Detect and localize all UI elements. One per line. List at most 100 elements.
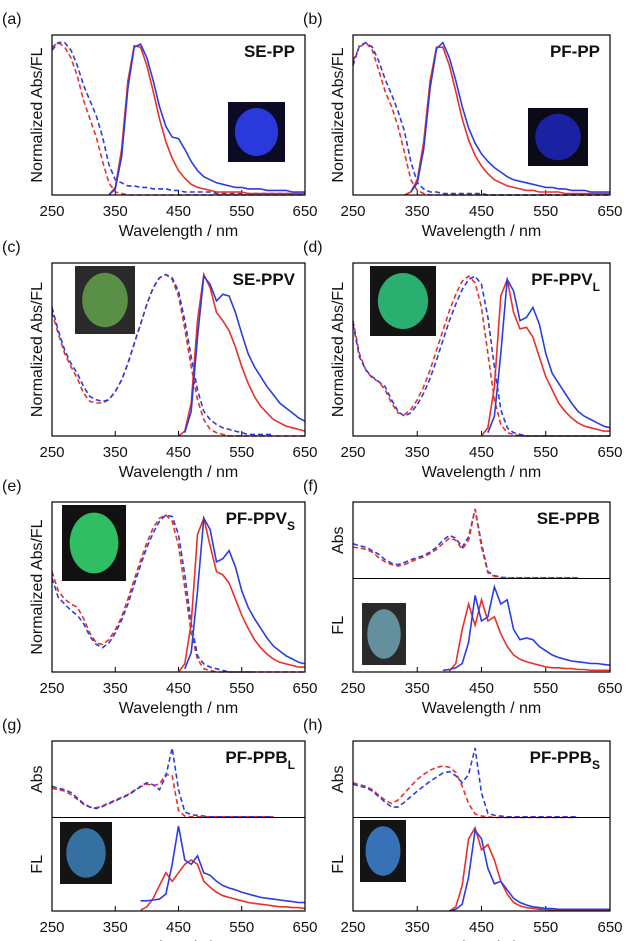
spectrum-line: [480, 276, 610, 437]
x-tick-label: 250: [340, 919, 365, 936]
title-text: SE-PP: [244, 42, 295, 61]
y-axis-label: Abs: [29, 765, 46, 793]
x-tick-label: 250: [340, 444, 365, 461]
panel-title: PF-PPBS: [530, 748, 600, 772]
x-tick-label: 350: [405, 680, 430, 697]
x-axis-label: Wavelength / nm: [119, 700, 238, 717]
panel-label: (g): [2, 717, 22, 734]
spectrum-line: [352, 508, 578, 579]
plot-frame: [352, 501, 611, 673]
x-tick-label: 550: [533, 919, 558, 936]
inset-film: [66, 828, 106, 878]
y-axis-label: FL: [330, 616, 347, 635]
panel-label: (h): [303, 717, 323, 734]
title-subscript: L: [593, 280, 600, 294]
inset-film: [69, 512, 119, 574]
x-axis-label: Wavelength / nm: [422, 939, 541, 941]
x-axis-label: Wavelength / nm: [119, 939, 238, 941]
panel-label: (e): [2, 478, 22, 495]
panel-title: PF-PPVL: [531, 270, 600, 294]
x-tick-label: 550: [229, 680, 254, 697]
x-tick-label: 350: [405, 444, 430, 461]
spectrum-line: [177, 515, 305, 673]
spectrum-line: [108, 43, 305, 196]
spectrum-line: [51, 747, 274, 818]
spectrum-line: [140, 859, 306, 911]
spectrum-line: [140, 825, 305, 904]
spectrum-line: [410, 41, 610, 193]
title-subscript: S: [287, 519, 295, 533]
x-tick-label: 350: [103, 444, 128, 461]
spectrum-line: [442, 584, 611, 672]
inset-film: [367, 609, 401, 659]
panel-title: SE-PPB: [537, 509, 600, 528]
inset-film: [234, 108, 279, 156]
title-text: SE-PPV: [233, 270, 296, 289]
plot-frame: [51, 501, 306, 673]
inset-film: [377, 273, 429, 329]
title-text: PF-PPV: [531, 270, 593, 289]
spectrum-line: [51, 273, 274, 436]
title-subscript: L: [288, 758, 295, 772]
x-tick-label: 250: [39, 919, 64, 936]
title-text: PF-PPB: [225, 748, 287, 767]
spectrum-line: [184, 274, 306, 433]
y-axis-label: Normalized Abs/FL: [330, 47, 347, 182]
spectrum-line: [51, 773, 274, 818]
inset-film: [82, 272, 128, 328]
panel-title: PF-PPVS: [226, 509, 295, 533]
y-axis-label: Abs: [330, 526, 347, 554]
panel-label: (f): [303, 478, 318, 495]
panel-label: (d): [303, 239, 323, 256]
x-tick-label: 350: [405, 203, 430, 220]
x-axis-label: Wavelength / nm: [119, 464, 238, 481]
x-axis-label: Wavelength / nm: [119, 223, 238, 240]
x-tick-label: 450: [166, 919, 191, 936]
x-tick-label: 550: [229, 444, 254, 461]
x-tick-label: 450: [166, 680, 191, 697]
title-subscript: S: [592, 758, 600, 772]
panel: (b) Wavelength / nm 250 350 450 550 650 Normali…: [303, 11, 623, 240]
x-tick-label: 650: [597, 919, 622, 936]
inset-film: [535, 113, 581, 161]
spectrum-line: [487, 276, 611, 433]
x-tick-label: 650: [597, 203, 622, 220]
x-tick-label: 650: [292, 919, 317, 936]
spectrum-line: [184, 515, 306, 670]
x-tick-label: 350: [103, 919, 128, 936]
x-tick-label: 650: [292, 444, 317, 461]
x-tick-label: 250: [39, 680, 64, 697]
x-tick-label: 250: [340, 203, 365, 220]
panel-label: (a): [2, 11, 22, 28]
spectrum-line: [448, 596, 610, 672]
plot-frame: [51, 262, 306, 437]
panel: (c) Wavelength / nm 250 350 450 550 650 Normali…: [2, 239, 318, 481]
title-text: PF-PPV: [226, 509, 288, 528]
x-tick-label: 450: [469, 203, 494, 220]
x-tick-label: 550: [533, 203, 558, 220]
title-text: PF-PP: [550, 42, 600, 61]
inset-film: [365, 826, 401, 876]
plot-frame: [352, 262, 611, 437]
spectrum-line: [352, 765, 578, 819]
x-tick-label: 450: [469, 919, 494, 936]
y-axis-label: Normalized Abs/FL: [29, 47, 46, 182]
x-axis-label: Wavelength / nm: [422, 223, 541, 240]
title-text: SE-PPB: [537, 509, 600, 528]
panel: (a) Wavelength / nm 250 350 450 550 650 Normali…: [2, 11, 318, 240]
x-tick-label: 450: [166, 444, 191, 461]
panel-label: (b): [303, 11, 323, 28]
x-tick-label: 550: [229, 203, 254, 220]
y-axis-label: FL: [29, 855, 46, 874]
x-tick-label: 650: [292, 680, 317, 697]
x-tick-label: 250: [39, 203, 64, 220]
x-tick-label: 550: [229, 919, 254, 936]
plot-frame: [51, 34, 306, 196]
x-tick-label: 550: [533, 680, 558, 697]
x-tick-label: 250: [340, 680, 365, 697]
panel-title: PF-PP: [550, 42, 600, 61]
panel: (h) Wavelength / nm 250 350 450 550 650 Abs FL PF…: [303, 717, 623, 941]
spectrum-line: [352, 747, 578, 818]
x-tick-label: 450: [469, 444, 494, 461]
